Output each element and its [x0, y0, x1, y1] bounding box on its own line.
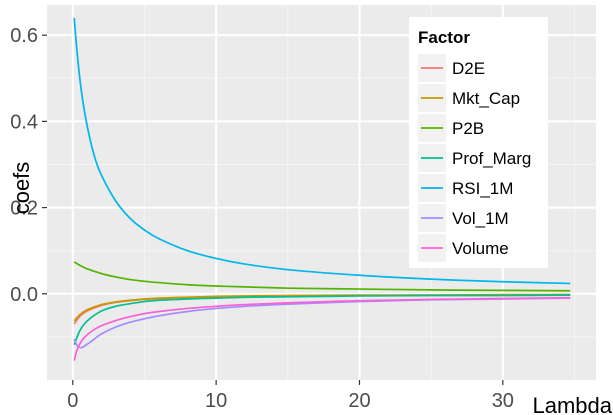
legend-label: Prof_Marg	[452, 149, 531, 168]
major-grid	[47, 5, 596, 380]
legend-label: Mkt_Cap	[452, 89, 520, 108]
legend-title: Factor	[418, 28, 470, 47]
series-line-rsi-1m	[73, 17, 571, 285]
x-axis-title: Lambda	[532, 393, 612, 415]
legend: Factor D2E Mkt_Cap P2B Prof_Marg RSI_1M Vol_1…	[409, 17, 548, 268]
x-tick-label: 30	[492, 390, 514, 412]
x-tick-label: 0	[67, 390, 78, 412]
series-line-prof-marg	[73, 294, 571, 345]
legend-label: D2E	[452, 59, 485, 78]
y-tick-label: 0.4	[10, 111, 38, 133]
legend-items: D2E Mkt_Cap P2B Prof_Marg RSI_1M Vol_1M Volume	[418, 54, 531, 262]
y-tick-label: 0.0	[10, 284, 38, 306]
axis-ticks	[42, 34, 504, 385]
x-tick-label: 20	[348, 390, 370, 412]
legend-label: Volume	[452, 239, 509, 258]
series-layer	[73, 17, 571, 361]
x-tick-label: 10	[205, 390, 227, 412]
y-tick-label: 0.2	[10, 198, 38, 220]
legend-label: RSI_1M	[452, 179, 513, 198]
series-line-volume	[73, 296, 571, 361]
legend-label: P2B	[452, 119, 484, 138]
legend-label: Vol_1M	[452, 209, 509, 228]
y-tick-label: 0.6	[10, 25, 38, 47]
tick-labels: 0 10 20 30 0.0 0.2 0.4 0.6	[10, 25, 514, 412]
y-axis-title: coefs	[9, 162, 34, 215]
series-line-p2b	[73, 261, 571, 292]
